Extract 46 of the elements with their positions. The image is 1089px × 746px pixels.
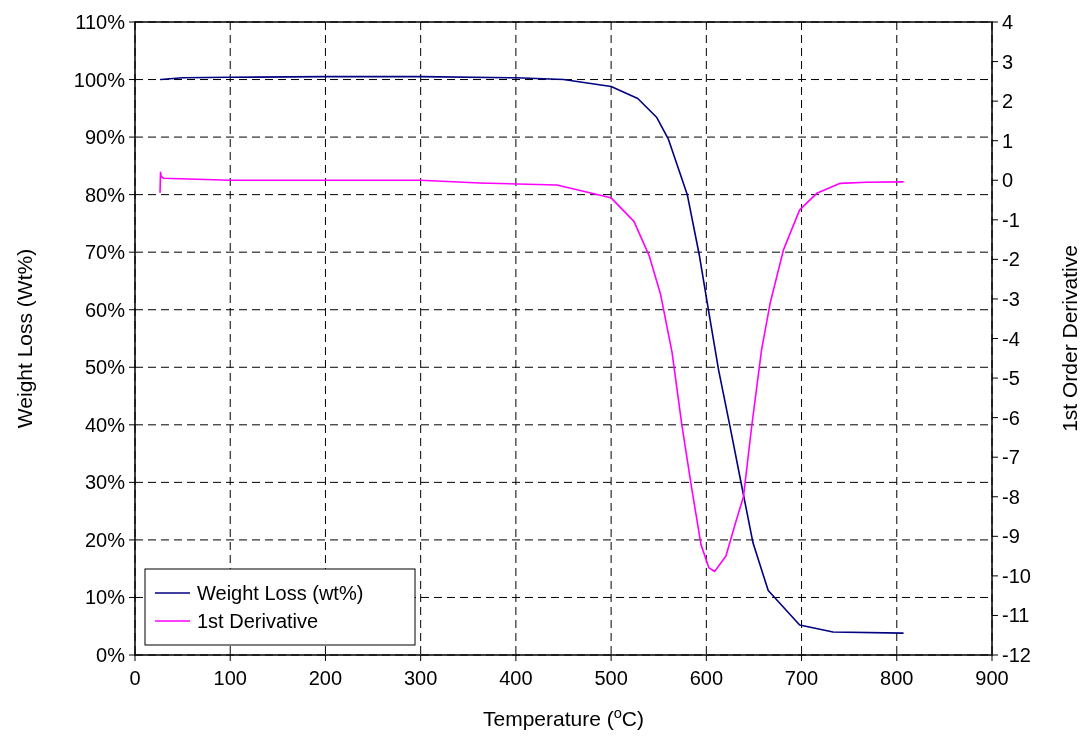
y2-tick-label: -12 xyxy=(1002,644,1031,666)
y2-tick-label: -4 xyxy=(1002,327,1020,350)
y-tick-label: 40% xyxy=(84,413,126,436)
y2-tick-label: 3 xyxy=(1002,50,1014,73)
x-tick-label: 200 xyxy=(308,667,343,689)
x-tick-label: 700 xyxy=(784,667,819,689)
y-tick-label: 100% xyxy=(73,68,126,91)
y-tick-label: 20% xyxy=(84,528,126,551)
y2-tick-label: -11 xyxy=(1002,604,1030,627)
y2-tick-label: -9 xyxy=(1002,525,1020,548)
y-tick-label: 50% xyxy=(84,356,126,379)
y2-tick-label: -10 xyxy=(1002,564,1031,587)
y-tick-label: 60% xyxy=(84,298,126,321)
y2-tick-label: -2 xyxy=(1002,248,1020,271)
y-axis-title: Weight Loss (Wt%) xyxy=(13,248,36,429)
line-series xyxy=(159,171,904,573)
y2-tick-label: 0 xyxy=(1002,169,1014,192)
y2-axis-title: 1st Order Derivative xyxy=(1058,245,1081,432)
y2-tick-label: 2 xyxy=(1002,90,1014,113)
x-tick-label: 300 xyxy=(403,667,438,689)
legend-label: Weight Loss (wt%) xyxy=(197,582,364,604)
y2-tick-label: -3 xyxy=(1002,287,1020,310)
y2-tick-label: 1 xyxy=(1002,129,1014,152)
x-tick-label: 600 xyxy=(689,667,724,689)
y2-tick-label: 4 xyxy=(1002,11,1014,33)
y2-tick-label: -7 xyxy=(1002,446,1020,469)
x-tick-label: 0 xyxy=(129,667,141,689)
x-tick-label: 900 xyxy=(975,667,1009,689)
line-series xyxy=(159,75,904,634)
y-tick-label: 90% xyxy=(84,126,126,149)
y2-tick-label: -6 xyxy=(1002,406,1020,429)
y2-tick-label: -1 xyxy=(1002,208,1020,231)
x-tick-label: 800 xyxy=(880,667,914,689)
y-tick-label: 80% xyxy=(84,183,126,206)
y-tick-label: 10% xyxy=(84,586,126,609)
x-axis-title: Temperature ($^{o}$C) xyxy=(482,705,645,730)
y-tick-label: 30% xyxy=(84,471,126,494)
x-tick-label: 400 xyxy=(499,667,533,689)
y-tick-label: 110% xyxy=(75,11,126,33)
y-tick-label: 70% xyxy=(84,241,126,264)
x-tick-label: 500 xyxy=(594,667,628,689)
y2-tick-label: -8 xyxy=(1002,485,1020,508)
y2-tick-label: -5 xyxy=(1002,367,1020,390)
legend-label: 1st Derivative xyxy=(197,610,319,632)
x-tick-label: 100 xyxy=(213,667,247,689)
y-tick-label: 0% xyxy=(96,644,126,666)
